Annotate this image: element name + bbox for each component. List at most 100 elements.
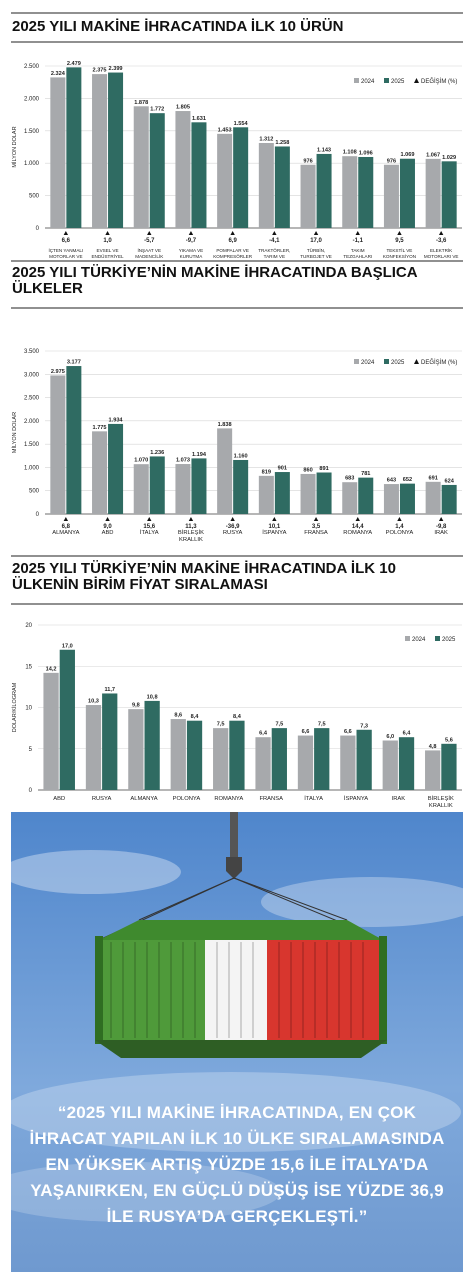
- bar: [85, 705, 102, 790]
- data-label: 7,5: [217, 722, 225, 728]
- change-marker: [397, 517, 402, 521]
- data-label: 2.324: [51, 71, 66, 77]
- quote: “2025 YILI MAKİNE İHRACATINDA, EN ÇOK İH…: [29, 1103, 445, 1226]
- data-label: 976: [387, 158, 396, 164]
- change-marker: [105, 517, 110, 521]
- data-label: 976: [303, 158, 312, 164]
- data-label: 9,8: [132, 703, 140, 709]
- bar: [175, 111, 191, 228]
- legend-label: 2024: [412, 637, 426, 643]
- x-tick-label: BİRLEŞİK KRALLIK: [428, 795, 454, 809]
- bar: [441, 161, 457, 228]
- data-label: 652: [403, 477, 412, 483]
- x-tick-label: IRAK: [434, 530, 448, 536]
- bar: [43, 672, 59, 790]
- bar: [300, 473, 316, 514]
- bar: [144, 700, 160, 790]
- x-tick-label: ROMANYA: [214, 796, 243, 802]
- chart-title: 2025 YILI TÜRKİYE’NİN MAKİNE İHRACATINDA…: [12, 560, 396, 593]
- data-label: 683: [345, 476, 354, 482]
- bar: [175, 464, 191, 514]
- bar: [441, 743, 457, 790]
- y-tick-label: 500: [29, 194, 40, 200]
- change-marker: [230, 517, 235, 521]
- data-label: 1.067: [426, 152, 440, 158]
- legend-label: 2025: [442, 637, 456, 643]
- y-tick-label: 10: [25, 706, 32, 712]
- data-label: 781: [361, 471, 370, 477]
- change-marker: [438, 231, 444, 235]
- legend-label: 2025: [391, 360, 405, 366]
- bar: [425, 481, 441, 514]
- bar: [255, 737, 271, 790]
- legend-key: [384, 78, 389, 83]
- legend-label: 2024: [361, 360, 375, 366]
- bar: [399, 158, 415, 228]
- bar: [50, 77, 66, 228]
- bar: [217, 428, 233, 514]
- legend-key: [414, 359, 419, 364]
- chart-title: 2025 YILI MAKİNE İHRACATINDA İLK 10 ÜRÜN: [12, 18, 343, 35]
- data-label: 2.975: [51, 369, 65, 375]
- change-label: 15,6: [143, 524, 155, 530]
- data-label: 1.073: [176, 458, 190, 464]
- data-label: 6,6: [344, 729, 352, 735]
- legend-key: [354, 359, 359, 364]
- photo-art: [11, 812, 463, 1272]
- data-label: 1.934: [109, 417, 124, 423]
- change-label: -1,1: [353, 238, 364, 244]
- change-marker: [355, 231, 360, 235]
- data-label: 1.631: [192, 116, 206, 122]
- bar: [186, 720, 203, 790]
- bar: [340, 735, 356, 790]
- bar: [274, 146, 290, 228]
- change-marker: [63, 231, 69, 235]
- x-tick-label: FRANSA: [259, 796, 283, 802]
- bar: [66, 67, 82, 228]
- y-tick-label: 1.000: [24, 465, 40, 471]
- bar: [149, 113, 165, 228]
- y-tick-label: 0: [36, 226, 40, 232]
- data-label: 1.160: [234, 453, 248, 459]
- data-label: 860: [303, 467, 312, 473]
- data-label: 1.805: [176, 105, 190, 111]
- legend-label: DEĞİŞİM (%): [421, 78, 457, 85]
- change-label: -9,8: [436, 524, 447, 530]
- data-label: 10,3: [88, 699, 99, 705]
- data-label: 7,3: [360, 723, 368, 729]
- chart-title: 2025 YILI TÜRKİYE’NİN MAKİNE İHRACATINDA…: [12, 264, 418, 297]
- y-tick-label: 1.500: [24, 442, 40, 448]
- data-label: 1.096: [359, 150, 373, 156]
- data-label: 6,6: [302, 729, 310, 735]
- bar: [133, 464, 149, 514]
- bar: [233, 127, 249, 228]
- bar: [314, 728, 330, 790]
- y-tick-label: 20: [25, 623, 32, 629]
- data-label: 6,0: [386, 734, 394, 740]
- bar: [358, 477, 374, 514]
- y-axis-label: MİLYON DOLAR: [11, 126, 18, 167]
- y-axis-label: DOLAR/KİLOGRAM: [11, 682, 18, 732]
- y-tick-label: 2.000: [24, 96, 40, 102]
- bar: [92, 74, 108, 228]
- x-tick-label: RUSYA: [92, 796, 112, 802]
- data-label: 691: [428, 475, 437, 481]
- x-tick-label: ABD: [102, 530, 114, 536]
- data-label: 6,4: [403, 731, 412, 737]
- change-marker: [397, 231, 402, 235]
- y-tick-label: 500: [29, 489, 40, 495]
- data-label: 4,8: [429, 744, 437, 750]
- container-photo: [11, 812, 463, 1272]
- bar: [170, 719, 186, 790]
- data-label: 5,6: [445, 737, 453, 743]
- x-tick-label: İTALYA: [140, 529, 159, 536]
- bar: [191, 458, 207, 514]
- data-label: 10,8: [147, 694, 158, 700]
- data-label: 17,0: [62, 643, 73, 649]
- data-label: 6,4: [259, 731, 268, 737]
- x-tick-label: RUSYA: [223, 530, 243, 536]
- change-label: 6,9: [228, 238, 237, 244]
- bar: [300, 164, 316, 228]
